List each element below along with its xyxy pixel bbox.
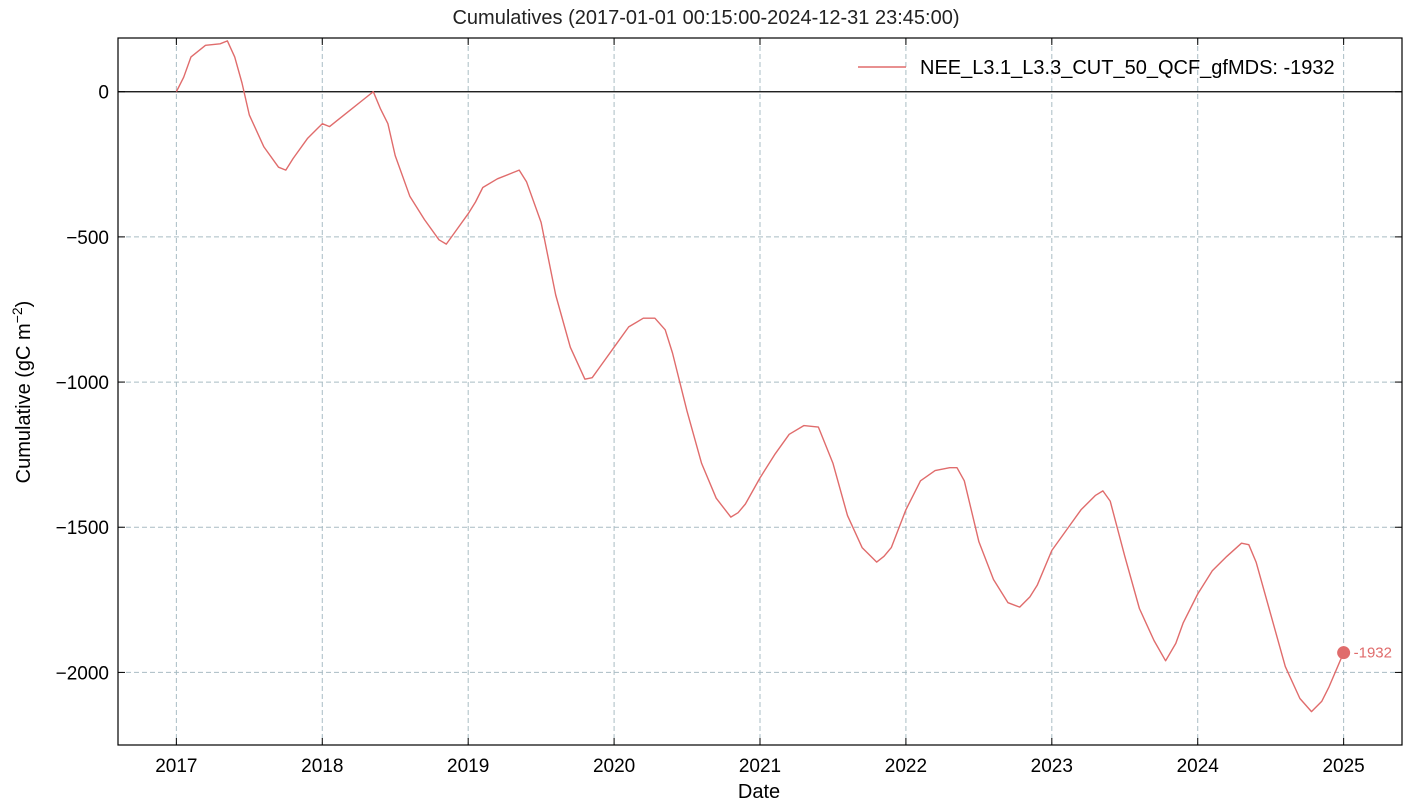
y-tick-label: 0 [98,83,109,104]
series-line [175,40,1345,713]
x-tick-label: 2021 [739,756,781,777]
y-tick-label: −1000 [56,373,109,394]
end-marker: -1932 [1337,645,1392,662]
y-tick-label: −2000 [56,663,109,684]
y-ticks: 0 −500 −1000 −1500 −2000 [56,83,1402,684]
end-point-marker [1337,646,1351,660]
grid-lines [118,38,1402,745]
y-tick-label: −1500 [56,518,109,539]
x-tick-label: 2017 [155,756,197,777]
legend: NEE_L3.1_L3.3_CUT_50_QCF_gfMDS: -1932 [858,57,1335,79]
y-axis-label-sup: −2 [9,307,25,323]
x-axis-label: Date [738,781,780,803]
x-tick-label: 2023 [1031,756,1073,777]
chart-title: Cumulatives (2017-01-01 00:15:00-2024-12… [452,7,959,29]
x-tick-label: 2025 [1322,756,1364,777]
y-axis-label-close: ) [13,301,35,308]
y-axis-label: Cumulative (gC m−2) [9,301,35,484]
x-ticks: 2017 2018 2019 2020 2021 2022 2023 2024 2025 [155,38,1365,777]
x-tick-label: 2020 [593,756,635,777]
y-axis-label-main: Cumulative (gC m [13,323,35,483]
end-value-label: -1932 [1354,645,1392,662]
x-tick-label: 2019 [447,756,489,777]
legend-label: NEE_L3.1_L3.3_CUT_50_QCF_gfMDS: -1932 [920,57,1335,79]
x-tick-label: 2018 [301,756,343,777]
x-tick-label: 2022 [885,756,927,777]
y-tick-label: −500 [66,228,109,249]
series-lines [175,40,1345,713]
x-tick-label: 2024 [1177,756,1220,777]
